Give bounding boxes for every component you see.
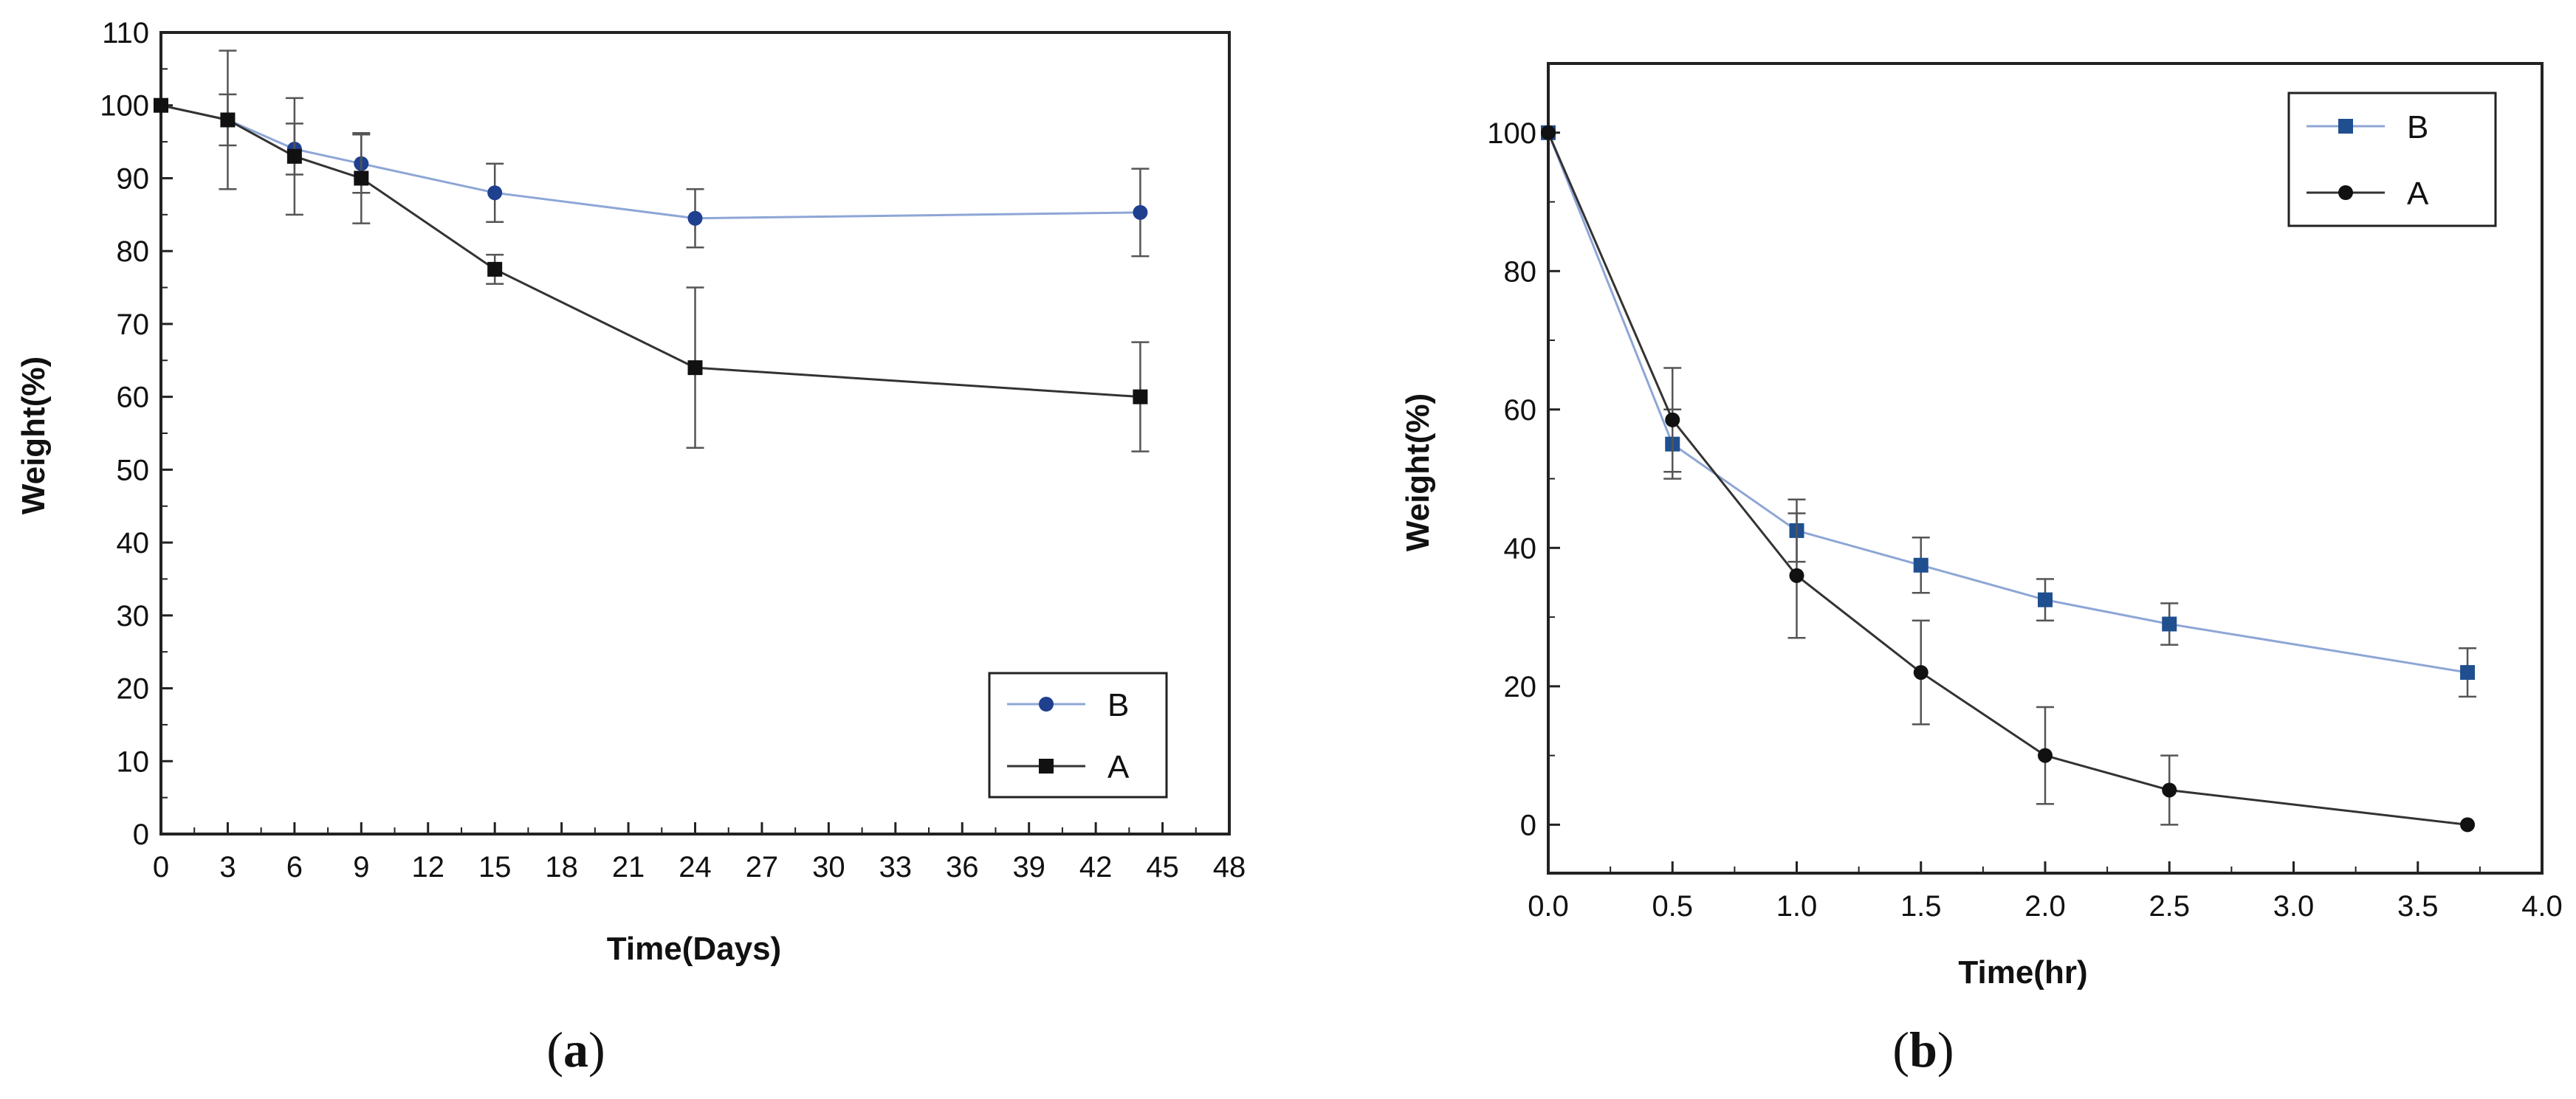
data-point	[1665, 412, 1680, 427]
y-tick-label: 30	[117, 600, 150, 633]
data-point	[2162, 782, 2177, 798]
x-tick-label: 24	[679, 851, 712, 883]
data-point	[487, 261, 503, 277]
data-point	[487, 185, 503, 201]
legend-label: B	[1107, 687, 1129, 723]
series-A	[1541, 125, 2476, 833]
legend-label: A	[1107, 749, 1130, 785]
x-tick-label: 48	[1213, 851, 1246, 883]
y-axis-title: Weight(%)	[16, 356, 52, 514]
y-tick-label: 70	[117, 309, 150, 341]
x-axis-title: Time(hr)	[1958, 954, 2087, 991]
y-tick-label: 20	[1504, 671, 1537, 703]
x-tick-label: 33	[879, 851, 913, 883]
y-tick-label: 40	[1504, 532, 1537, 565]
x-tick-label: 3.0	[2273, 890, 2315, 923]
legend-marker	[2338, 185, 2353, 200]
y-tick-label: 10	[117, 745, 150, 778]
data-point	[1913, 665, 1928, 681]
y-tick-label: 20	[117, 673, 150, 706]
series-A	[154, 49, 1150, 452]
x-tick-label: 45	[1146, 851, 1179, 883]
data-point	[154, 97, 168, 113]
x-tick-label: 1.0	[1776, 890, 1818, 923]
x-tick-label: 9	[353, 851, 369, 883]
y-tick-label: 80	[117, 235, 150, 268]
chart-panel-a: 0 3 6 9 12 15 18 21 24 27 30 33 36 39 42 45 480102030405…	[16, 17, 1246, 1078]
data-point	[2460, 817, 2476, 833]
legend-marker	[2338, 119, 2353, 134]
x-tick-label: 18	[545, 851, 578, 883]
panel-caption: (a)	[546, 1022, 605, 1078]
y-tick-label: 60	[117, 382, 150, 414]
data-point	[2460, 665, 2476, 681]
x-tick-label: 3	[219, 851, 236, 883]
data-point	[2038, 748, 2053, 763]
legend-box	[2287, 92, 2497, 227]
x-axis-title: Time(Days)	[607, 931, 781, 967]
series-line	[160, 104, 1141, 399]
y-tick-label: 40	[117, 527, 150, 559]
legend-box	[988, 672, 1168, 799]
data-point	[1133, 389, 1148, 404]
y-tick-label: 90	[117, 162, 150, 195]
series-line	[1547, 132, 2468, 826]
x-tick-label: 0	[153, 851, 169, 883]
data-point	[220, 112, 236, 128]
legend-marker	[1039, 697, 1054, 712]
x-tick-label: 2.0	[2024, 890, 2066, 923]
legend: BA	[988, 672, 1168, 799]
data-point	[1133, 204, 1148, 220]
x-tick-label: 21	[612, 851, 645, 883]
legend-label: A	[2407, 176, 2429, 212]
y-tick-label: 0	[1520, 809, 1536, 841]
legend: BA	[2287, 92, 2497, 227]
x-tick-label: 1.5	[1900, 890, 1942, 923]
x-tick-label: 0.5	[1652, 890, 1693, 923]
data-point	[286, 148, 302, 164]
y-tick-label: 100	[1487, 117, 1536, 150]
x-tick-label: 6	[286, 851, 303, 883]
data-point	[2162, 616, 2177, 632]
x-tick-label: 36	[946, 851, 979, 883]
panel-caption: (b)	[1892, 1022, 1954, 1078]
y-tick-label: 80	[1504, 255, 1537, 288]
data-point	[687, 210, 703, 226]
x-tick-label: 4.0	[2521, 890, 2563, 923]
legend-marker	[1039, 759, 1054, 774]
y-tick-label: 110	[102, 17, 149, 49]
data-point	[687, 360, 703, 376]
data-point	[2038, 592, 2053, 607]
x-tick-label: 0.0	[1528, 890, 1569, 923]
legend-label: B	[2407, 109, 2428, 145]
x-tick-label: 12	[412, 851, 445, 883]
data-point	[354, 170, 369, 186]
data-point	[1913, 557, 1928, 573]
x-tick-label: 30	[812, 851, 845, 883]
y-tick-label: 60	[1504, 394, 1537, 427]
x-tick-label: 42	[1079, 851, 1113, 883]
series-B	[154, 93, 1150, 258]
y-axis-title: Weight(%)	[1400, 393, 1436, 551]
chart-panel-b: 0.0 0.5 1.0 1.5 2.0 2.5 3.0 3.5 4.0 0 20 40 60 80 100 T…	[1400, 62, 2563, 1078]
x-tick-label: 27	[746, 851, 779, 883]
data-point	[1789, 568, 1804, 583]
x-tick-label: 3.5	[2397, 890, 2439, 923]
y-tick-label: 0	[133, 819, 149, 851]
x-tick-label: 15	[478, 851, 512, 883]
y-tick-label: 100	[100, 90, 149, 123]
data-point	[1541, 125, 1556, 140]
x-tick-label: 2.5	[2149, 890, 2190, 923]
x-tick-label: 39	[1012, 851, 1045, 883]
y-tick-label: 50	[117, 454, 150, 486]
